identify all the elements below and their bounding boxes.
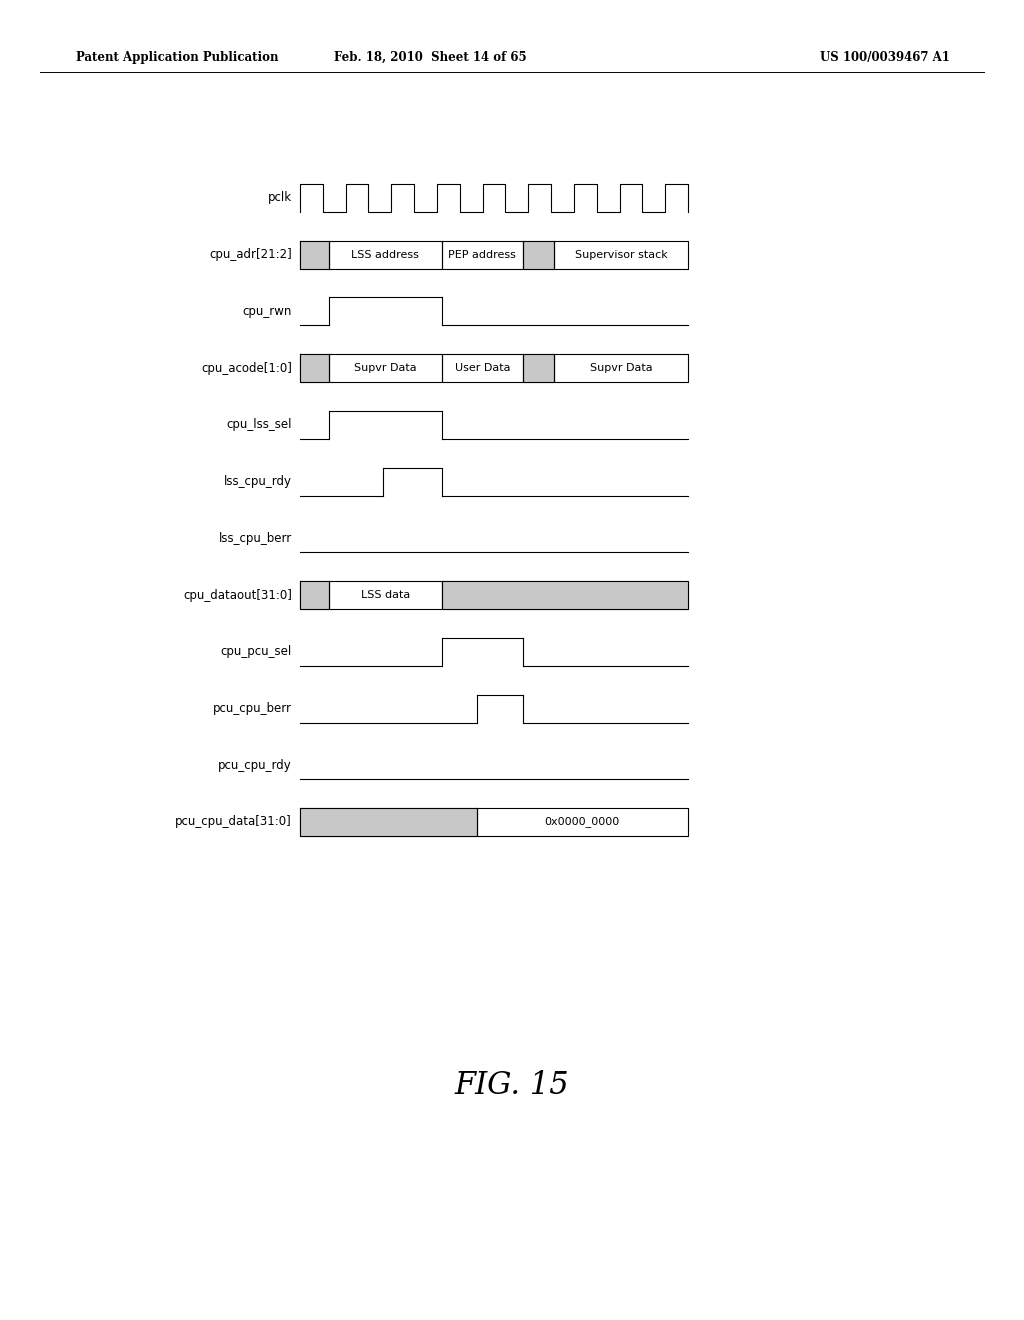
Text: User Data: User Data [455,363,510,374]
Text: cpu_pcu_sel: cpu_pcu_sel [221,645,292,659]
Text: pcu_cpu_rdy: pcu_cpu_rdy [218,759,292,772]
Text: Feb. 18, 2010  Sheet 14 of 65: Feb. 18, 2010 Sheet 14 of 65 [334,50,526,63]
Polygon shape [300,354,329,383]
Text: US 100/0039467 A1: US 100/0039467 A1 [820,50,950,63]
Text: Supvr Data: Supvr Data [590,363,652,374]
Text: lss_cpu_berr: lss_cpu_berr [219,532,292,545]
Text: Supvr Data: Supvr Data [354,363,417,374]
Text: LSS data: LSS data [360,590,410,601]
Text: FIG. 15: FIG. 15 [455,1069,569,1101]
Polygon shape [523,240,554,269]
Text: PEP address: PEP address [449,249,516,260]
Text: 0x0000_0000: 0x0000_0000 [545,817,620,828]
Text: Supervisor stack: Supervisor stack [574,249,668,260]
Text: cpu_dataout[31:0]: cpu_dataout[31:0] [183,589,292,602]
Text: cpu_lss_sel: cpu_lss_sel [226,418,292,432]
Text: Patent Application Publication: Patent Application Publication [76,50,279,63]
Polygon shape [300,240,329,269]
Polygon shape [523,354,554,383]
Text: pcu_cpu_data[31:0]: pcu_cpu_data[31:0] [175,816,292,829]
Text: pcu_cpu_berr: pcu_cpu_berr [213,702,292,715]
Polygon shape [441,581,688,609]
Polygon shape [300,581,329,609]
Text: LSS address: LSS address [351,249,419,260]
Text: pclk: pclk [268,191,292,205]
Text: cpu_adr[21:2]: cpu_adr[21:2] [209,248,292,261]
Text: lss_cpu_rdy: lss_cpu_rdy [224,475,292,488]
Text: cpu_rwn: cpu_rwn [243,305,292,318]
Text: cpu_acode[1:0]: cpu_acode[1:0] [201,362,292,375]
Polygon shape [300,808,476,836]
